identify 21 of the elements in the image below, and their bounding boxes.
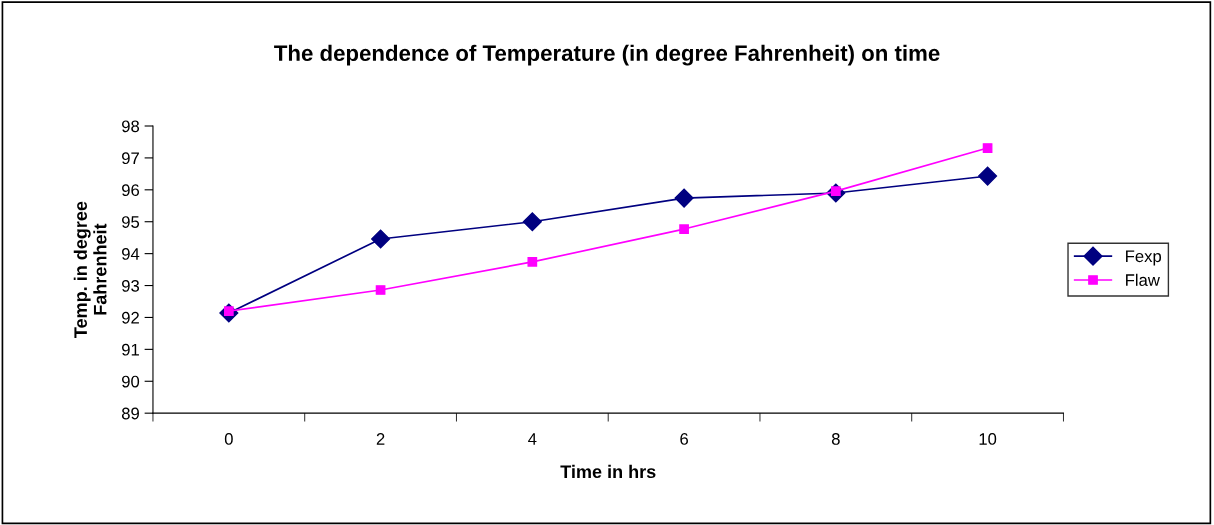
x-axis-title: Time in hrs [560,464,656,479]
x-tick-label: 0 [224,433,233,445]
y-tick-label: 92 [122,311,139,324]
x-tick-label: 6 [680,433,688,445]
y-tick-label: 94 [122,248,140,260]
x-tick-label: 2 [376,433,385,445]
x-tick-label: 4 [528,433,537,445]
y-tick-label: 96 [122,184,140,197]
y-tick-label: 95 [122,216,140,228]
legend-label: Flaw [1126,273,1160,286]
x-tick-label: 8 [831,433,840,445]
legend-label: Fexp [1126,250,1162,266]
y-tick-label: 90 [122,375,140,388]
y-tick-label: 97 [122,152,139,165]
x-tick-label: 10 [979,433,997,445]
chart-title: The dependence of Temperature (in degree Fahrenheit) on time [274,44,940,66]
y-tick-label: 93 [122,279,140,292]
y-tick-label: 89 [121,407,139,420]
y-tick-label: 98 [122,120,140,133]
y-tick-label: 91 [122,343,139,356]
y-axis-title: Temp. in degree Fahrenheit [73,201,107,338]
